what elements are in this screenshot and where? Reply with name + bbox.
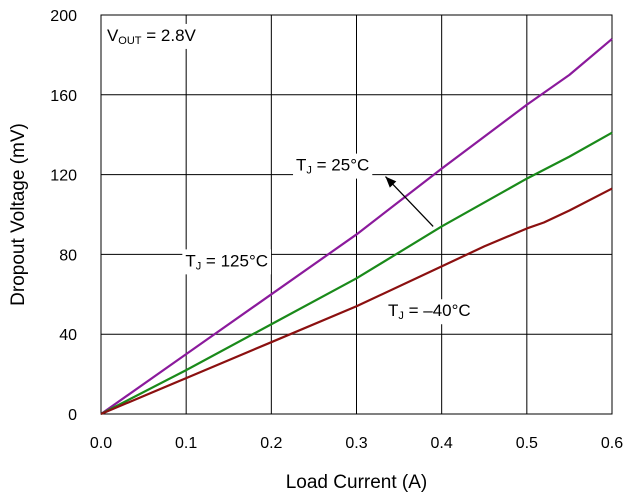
y-tick-label: 0	[68, 407, 77, 424]
tjm40-annotation-background	[385, 299, 474, 325]
tj25-annotation: TJ = 25°C	[296, 156, 369, 177]
y-tick-label: 80	[59, 247, 77, 264]
tjm40-annotation-sub: J	[398, 310, 404, 322]
tjm40-annotation-main: T	[388, 301, 398, 320]
y-tick-label: 40	[59, 327, 77, 344]
x-axis-title: Load Current (A)	[286, 472, 428, 493]
x-tick-label: 0.2	[260, 435, 282, 452]
x-tick-label: 0.3	[345, 435, 367, 452]
y-axis-title: Dropout Voltage (mV)	[8, 123, 29, 306]
tj-arrow	[384, 176, 434, 227]
y-tick-label: 200	[50, 8, 77, 25]
series-line-tjm40	[100, 187, 613, 416]
tj-arrow-head	[385, 176, 397, 188]
grid	[101, 15, 612, 414]
tj25-annotation-background	[293, 153, 373, 179]
tj125-annotation-sub: J	[196, 260, 202, 272]
x-tick-label: 0.4	[431, 435, 453, 452]
tjm40-annotation-rest: = –40°C	[404, 301, 471, 320]
tj125-annotation-background	[182, 249, 272, 275]
tj125-annotation: TJ = 125°C	[185, 251, 268, 272]
x-tick-label: 0.1	[175, 435, 197, 452]
y-tick-label: 160	[50, 88, 77, 105]
vout-annotation-background	[104, 23, 199, 49]
plot-frame	[100, 14, 613, 415]
vout-annotation: VOUT = 2.8V	[107, 26, 197, 47]
x-tick-label: 0.0	[90, 435, 112, 452]
vout-annotation-rest: = 2.8V	[142, 26, 197, 45]
tj25-annotation-rest: = 25°C	[312, 156, 369, 175]
vout-annotation-main: V	[107, 26, 119, 45]
tj-arrow-line	[384, 176, 434, 227]
series-lines	[100, 38, 613, 416]
x-tick-label: 0.6	[601, 435, 623, 452]
tj25-annotation-sub: J	[306, 165, 312, 177]
tj125-annotation-rest: = 125°C	[201, 251, 268, 270]
x-tick-label: 0.5	[516, 435, 538, 452]
series-line-tj25	[100, 131, 613, 415]
tj25-annotation-main: T	[296, 156, 306, 175]
axis-ticks: 0.0 0.1 0.2 0.3 0.4 0.5 0.6 0 40 80 120 160 200	[50, 8, 623, 452]
series-line-tj125	[100, 38, 613, 415]
y-tick-label: 120	[50, 168, 77, 185]
tj125-annotation-main: T	[185, 251, 195, 270]
vout-annotation-sub: OUT	[118, 35, 142, 47]
tjm40-annotation: TJ = –40°C	[388, 301, 471, 322]
